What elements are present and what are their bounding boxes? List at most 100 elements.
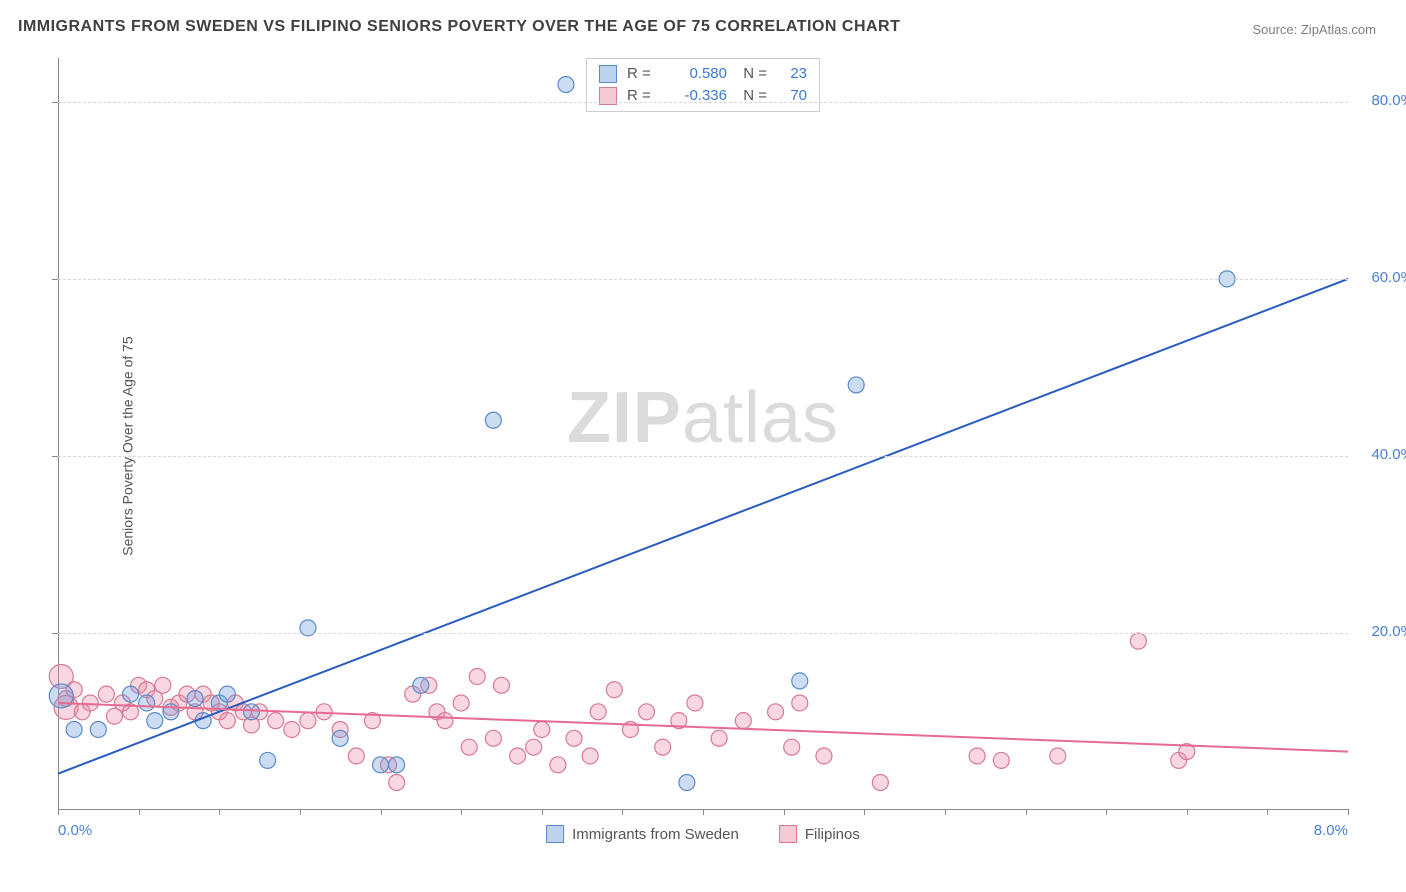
- data-point-pink: [461, 739, 477, 755]
- data-point-pink: [784, 739, 800, 755]
- data-point-pink: [606, 682, 622, 698]
- data-point-pink: [510, 748, 526, 764]
- legend-item-blue: Immigrants from Sweden: [546, 825, 739, 843]
- data-point-pink: [582, 748, 598, 764]
- gridline: [58, 279, 1348, 280]
- legend-item-pink: Filipinos: [779, 825, 860, 843]
- y-tick-label: 40.0%: [1354, 446, 1406, 463]
- data-point-pink: [526, 739, 542, 755]
- x-tick-mark: [784, 809, 785, 815]
- source-prefix: Source:: [1252, 22, 1300, 37]
- data-point-pink: [1050, 748, 1066, 764]
- data-point-pink: [437, 713, 453, 729]
- data-point-pink: [687, 695, 703, 711]
- x-tick-max: 8.0%: [1314, 822, 1348, 839]
- data-point-pink: [550, 757, 566, 773]
- data-point-pink: [792, 695, 808, 711]
- data-point-blue: [413, 677, 429, 693]
- data-point-pink: [389, 775, 405, 791]
- data-point-blue: [147, 713, 163, 729]
- data-point-pink: [98, 686, 114, 702]
- data-point-pink: [768, 704, 784, 720]
- data-point-blue: [792, 673, 808, 689]
- x-tick-mark: [381, 809, 382, 815]
- data-point-pink: [1130, 633, 1146, 649]
- gridline: [58, 633, 1348, 634]
- data-point-pink: [655, 739, 671, 755]
- data-point-blue: [485, 412, 501, 428]
- x-tick-min: 0.0%: [58, 822, 92, 839]
- data-point-blue: [90, 721, 106, 737]
- x-tick-mark: [300, 809, 301, 815]
- data-point-pink: [485, 730, 501, 746]
- x-tick-mark: [58, 809, 59, 815]
- data-point-blue: [66, 721, 82, 737]
- x-tick-mark: [139, 809, 140, 815]
- source-link[interactable]: ZipAtlas.com: [1301, 22, 1376, 37]
- data-point-blue: [558, 77, 574, 93]
- data-point-pink: [639, 704, 655, 720]
- data-point-blue: [332, 730, 348, 746]
- x-tick-mark: [1267, 809, 1268, 815]
- y-tick-mark: [52, 456, 58, 457]
- data-point-blue: [389, 757, 405, 773]
- data-point-pink: [284, 721, 300, 737]
- data-point-pink: [993, 752, 1009, 768]
- data-point-pink: [268, 713, 284, 729]
- swatch-blue-icon: [546, 825, 564, 843]
- source-attribution: Source: ZipAtlas.com: [1252, 22, 1376, 37]
- data-point-pink: [566, 730, 582, 746]
- data-point-pink: [219, 713, 235, 729]
- plot-svg: [58, 58, 1348, 809]
- y-tick-mark: [52, 633, 58, 634]
- x-tick-mark: [1348, 809, 1349, 815]
- regression-line-blue: [58, 279, 1348, 774]
- data-point-pink: [493, 677, 509, 693]
- data-point-blue: [679, 775, 695, 791]
- gridline: [58, 102, 1348, 103]
- data-point-blue: [260, 752, 276, 768]
- data-point-pink: [711, 730, 727, 746]
- gridline: [58, 456, 1348, 457]
- legend-label-blue: Immigrants from Sweden: [572, 826, 739, 843]
- x-tick-mark: [945, 809, 946, 815]
- data-point-pink: [82, 695, 98, 711]
- data-point-pink: [872, 775, 888, 791]
- data-point-blue: [187, 691, 203, 707]
- data-point-blue: [123, 686, 139, 702]
- x-tick-mark: [461, 809, 462, 815]
- data-point-pink: [300, 713, 316, 729]
- data-point-pink: [453, 695, 469, 711]
- data-point-pink: [735, 713, 751, 729]
- x-tick-mark: [1106, 809, 1107, 815]
- y-tick-mark: [52, 279, 58, 280]
- y-tick-label: 80.0%: [1354, 92, 1406, 109]
- y-tick-label: 20.0%: [1354, 623, 1406, 640]
- x-tick-mark: [1187, 809, 1188, 815]
- x-tick-mark: [864, 809, 865, 815]
- x-tick-mark: [219, 809, 220, 815]
- swatch-pink-icon: [779, 825, 797, 843]
- data-point-pink: [816, 748, 832, 764]
- data-point-blue: [848, 377, 864, 393]
- chart-title: IMMIGRANTS FROM SWEDEN VS FILIPINO SENIO…: [18, 18, 900, 36]
- data-point-pink: [534, 721, 550, 737]
- data-point-pink: [469, 668, 485, 684]
- data-point-pink: [969, 748, 985, 764]
- x-tick-mark: [622, 809, 623, 815]
- data-point-pink: [590, 704, 606, 720]
- data-point-pink: [348, 748, 364, 764]
- data-point-blue: [219, 686, 235, 702]
- x-tick-mark: [1026, 809, 1027, 815]
- data-point-blue: [244, 704, 260, 720]
- data-point-blue: [139, 695, 155, 711]
- y-tick-mark: [52, 102, 58, 103]
- data-point-pink: [155, 677, 171, 693]
- series-legend: Immigrants from Sweden Filipinos: [546, 825, 860, 843]
- y-tick-label: 60.0%: [1354, 269, 1406, 286]
- x-tick-mark: [542, 809, 543, 815]
- data-point-blue: [373, 757, 389, 773]
- legend-label-pink: Filipinos: [805, 826, 860, 843]
- plot-area: ZIPatlas R = 0.580 N = 23 R = -0.336 N =…: [58, 58, 1348, 810]
- x-tick-mark: [703, 809, 704, 815]
